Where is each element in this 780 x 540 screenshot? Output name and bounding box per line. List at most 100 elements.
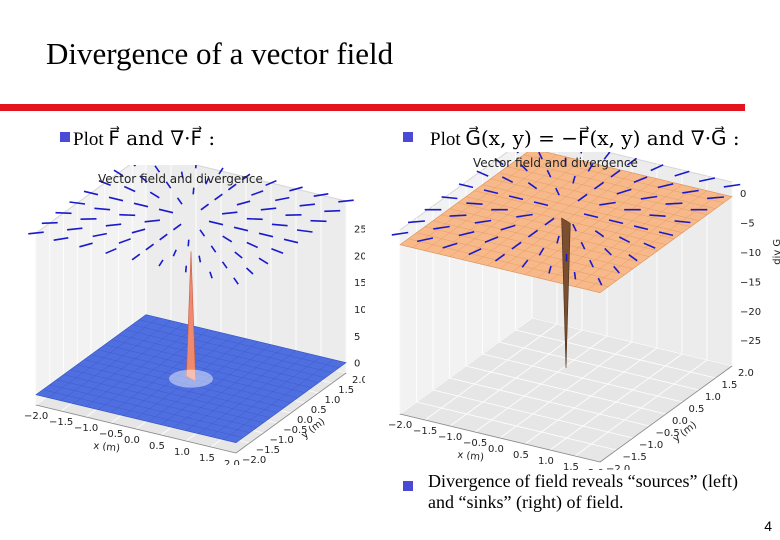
y-tick-label: −0.5 xyxy=(283,425,307,436)
vector-arrow xyxy=(538,152,543,160)
vector-arrow xyxy=(649,214,666,217)
y-tick-label: 1.5 xyxy=(338,385,354,396)
surface-mesh-line xyxy=(498,172,700,221)
right-plot-canvas: −2.0−1.5−1.0−0.50.00.51.01.52.0x (m)−2.0… xyxy=(388,152,780,470)
x-tick-label: 1.0 xyxy=(174,447,190,458)
vector-arrow xyxy=(416,237,434,243)
vector-arrow xyxy=(199,229,206,237)
surface-mesh-line xyxy=(549,184,683,281)
vector-arrow xyxy=(113,169,124,177)
vector-arrow xyxy=(546,169,552,178)
vector-arrow xyxy=(466,202,483,205)
surface-mesh-line xyxy=(198,353,309,434)
vector-arrow xyxy=(603,152,611,160)
vector-arrow xyxy=(527,182,538,190)
vector-arrow xyxy=(233,226,249,232)
vector-arrow xyxy=(580,241,586,250)
surface-mesh-line xyxy=(524,178,658,275)
surface-mesh-line xyxy=(515,160,716,209)
vector-arrow xyxy=(626,157,638,166)
vector-arrow xyxy=(484,236,499,244)
y-tick-label: −1.0 xyxy=(270,435,294,446)
surface-mesh-line xyxy=(574,190,708,287)
surface-mesh-line xyxy=(160,344,272,425)
vector-arrow xyxy=(131,253,141,261)
surface-mesh-line xyxy=(118,334,319,383)
surface-mesh-line xyxy=(523,154,724,203)
surface-mesh-line xyxy=(223,359,334,440)
vector-arrow xyxy=(449,214,467,217)
vector-arrow xyxy=(246,241,259,249)
vector-arrow xyxy=(613,265,620,274)
y-tick-label: 1.5 xyxy=(722,380,738,391)
vector-arrow xyxy=(187,239,190,247)
vector-arrow xyxy=(227,183,237,191)
surface-mesh-line xyxy=(97,349,298,398)
x-tick-label: 2.0 xyxy=(224,459,240,465)
x-tick-label: −2.0 xyxy=(388,420,412,431)
x-tick-label: 1.5 xyxy=(199,453,215,464)
vector-arrow xyxy=(508,195,524,201)
vector-arrow xyxy=(41,221,58,225)
vector-arrow xyxy=(55,211,72,215)
vector-arrow xyxy=(608,219,624,225)
surface-mesh-line xyxy=(148,341,259,422)
vector-arrow xyxy=(271,223,288,227)
vector-arrow xyxy=(587,163,594,172)
vector-arrow xyxy=(133,202,149,208)
vector-arrow xyxy=(616,188,632,195)
vector-arrow xyxy=(433,225,450,230)
vector-arrow xyxy=(210,245,217,253)
surface-mesh-line xyxy=(507,166,708,215)
vector-arrow xyxy=(674,170,690,177)
vector-arrow xyxy=(145,243,155,251)
z-axis-label: div G xyxy=(772,239,780,265)
y-tick-label: 1.0 xyxy=(325,395,341,406)
vector-arrow xyxy=(158,259,164,267)
vector-arrow xyxy=(458,231,475,237)
vector-arrow xyxy=(628,254,638,262)
vector-arrow xyxy=(572,223,577,232)
grid-line xyxy=(515,329,716,379)
vector-arrow xyxy=(391,231,409,236)
vector-arrow xyxy=(441,196,458,200)
x-tick-label: −0.5 xyxy=(463,438,487,449)
bullet-left-math: F⃗ and ∇·F⃗ : xyxy=(108,126,216,150)
bullet-marker-note xyxy=(403,481,413,491)
vector-arrow xyxy=(594,230,605,238)
surface-mesh-line xyxy=(474,190,675,239)
x-axis-line xyxy=(35,404,237,454)
vector-arrow xyxy=(214,193,223,201)
vector-arrow xyxy=(604,247,612,256)
divergence-spike xyxy=(561,217,571,368)
vector-arrow xyxy=(698,177,716,183)
vector-arrow xyxy=(583,213,599,219)
y-tick-label: −1.5 xyxy=(623,452,647,463)
vector-arrow xyxy=(92,232,107,238)
grid-line xyxy=(482,353,683,403)
vector-arrow xyxy=(458,183,474,189)
surface-mesh-line xyxy=(104,344,305,393)
vector-arrow xyxy=(108,196,124,202)
right-plot: Vector field and divergence −2.0 −1.5 −1.0… xyxy=(380,152,780,470)
x-tick-label: −1.0 xyxy=(74,423,98,434)
vector-arrow xyxy=(271,247,284,255)
vector-arrow xyxy=(599,201,616,206)
surface-mesh-line xyxy=(210,356,322,437)
vector-arrow xyxy=(172,223,182,231)
surface-mesh-line xyxy=(139,319,340,368)
vector-arrow xyxy=(618,236,631,244)
vector-arrow xyxy=(296,229,313,233)
vector-arrow xyxy=(260,207,277,211)
vector-arrow xyxy=(299,203,315,207)
x-tick-label: −2.0 xyxy=(24,411,48,422)
vector-arrow xyxy=(572,175,576,184)
surface-mesh-line xyxy=(544,152,733,197)
vector-arrow xyxy=(556,235,560,244)
vector-arrow xyxy=(198,255,202,263)
vector-arrow xyxy=(643,242,656,249)
vector-arrow xyxy=(548,265,552,274)
vector-arrow xyxy=(476,170,489,177)
vector-arrow xyxy=(483,189,499,195)
vector-arrow xyxy=(209,271,213,279)
